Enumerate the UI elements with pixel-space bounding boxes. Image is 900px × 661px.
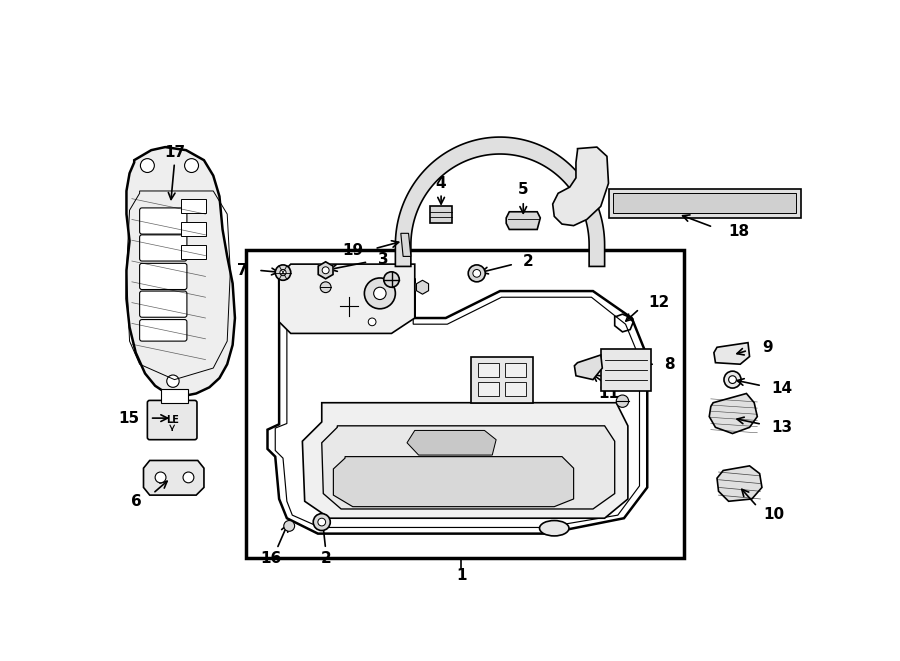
Bar [430,206,452,223]
Polygon shape [506,212,540,229]
Polygon shape [302,403,628,518]
Polygon shape [714,342,750,364]
Bar [608,188,801,218]
Text: 13: 13 [771,420,792,435]
Text: 5: 5 [518,182,528,197]
Text: 2: 2 [523,254,534,269]
Polygon shape [400,233,411,256]
Bar [246,251,684,559]
Circle shape [140,159,155,173]
Text: 8: 8 [664,357,675,371]
Text: 17: 17 [164,145,185,160]
Text: 2: 2 [320,551,331,566]
Polygon shape [717,466,762,501]
Circle shape [468,265,485,282]
Polygon shape [143,461,204,495]
Text: 12: 12 [649,295,670,310]
Circle shape [374,288,386,299]
Circle shape [184,159,199,173]
Text: 10: 10 [763,507,785,522]
Text: 4: 4 [436,176,446,191]
Bar [613,193,796,214]
Bar [181,245,205,258]
Bar [505,363,526,377]
FancyBboxPatch shape [140,263,187,290]
Bar [601,349,651,391]
Text: 3: 3 [378,252,388,267]
Polygon shape [126,147,235,397]
Circle shape [724,371,741,388]
Polygon shape [407,430,496,455]
Text: 18: 18 [729,224,750,239]
Ellipse shape [539,520,569,536]
Bar [478,382,500,396]
Text: 14: 14 [771,381,792,397]
Polygon shape [279,264,415,333]
Text: LE: LE [166,414,178,424]
Text: 1: 1 [456,568,466,584]
Bar [160,389,188,403]
Bar [478,363,500,377]
Circle shape [472,270,481,277]
Circle shape [368,318,376,326]
Text: 11: 11 [598,386,619,401]
Circle shape [313,514,330,531]
Circle shape [183,472,194,483]
Text: 7: 7 [237,263,248,278]
Polygon shape [574,355,602,379]
Circle shape [320,282,331,293]
Polygon shape [395,137,605,266]
Polygon shape [553,147,608,225]
Bar [472,356,534,403]
Bar [505,382,526,396]
Circle shape [166,375,179,387]
Circle shape [729,375,736,383]
Text: 15: 15 [119,410,140,426]
Circle shape [364,278,395,309]
Polygon shape [709,393,757,434]
Bar [181,199,205,213]
Text: 9: 9 [762,340,772,355]
FancyBboxPatch shape [140,235,187,261]
Circle shape [616,395,629,407]
Circle shape [284,520,294,531]
FancyBboxPatch shape [140,291,187,317]
FancyBboxPatch shape [140,208,187,234]
Circle shape [275,265,291,280]
FancyBboxPatch shape [140,319,187,341]
Circle shape [383,272,400,288]
Text: 16: 16 [261,551,282,566]
Circle shape [280,270,286,276]
Polygon shape [333,457,573,507]
Text: 6: 6 [131,494,142,509]
Circle shape [155,472,166,483]
Circle shape [322,267,329,274]
Text: 19: 19 [343,243,364,258]
Bar [181,222,205,235]
Circle shape [318,518,326,526]
Polygon shape [322,426,615,509]
FancyBboxPatch shape [148,401,197,440]
